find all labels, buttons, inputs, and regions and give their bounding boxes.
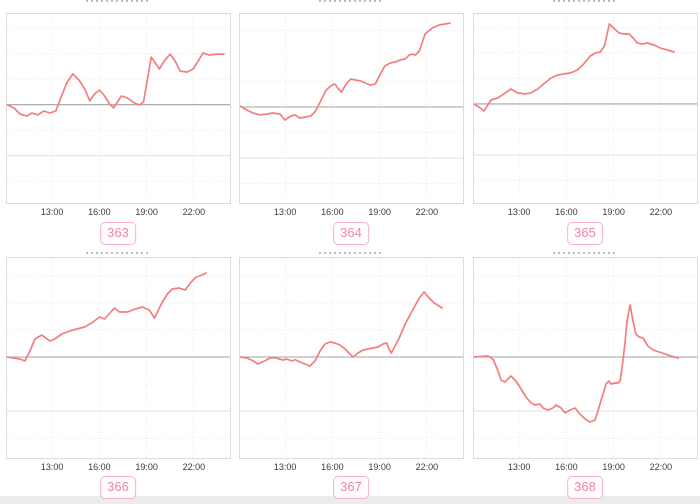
x-axis-tick-label: 22:00 bbox=[182, 462, 206, 472]
chart-panel: 13:00 16:00 19:00 22:00 363 bbox=[0, 0, 233, 250]
x-axis-tick-label: 13:00 bbox=[273, 207, 297, 217]
x-axis-tick-label: 22:00 bbox=[649, 207, 673, 217]
x-axis-tick-label: 13:00 bbox=[273, 462, 297, 472]
chart-id-badge-label: 366 bbox=[107, 479, 129, 494]
x-axis-tick-label: 19:00 bbox=[135, 207, 158, 217]
x-axis-tick-label: 13:00 bbox=[40, 207, 64, 217]
chart-panel: 13:00 16:00 19:00 22:00 364 bbox=[233, 0, 467, 250]
price-line-series bbox=[240, 291, 443, 367]
x-axis-tick-label: 19:00 bbox=[602, 207, 625, 217]
x-axis: 13:00 16:00 19:00 22:00 bbox=[233, 207, 467, 219]
chart-id-badge-label: 365 bbox=[574, 225, 596, 240]
x-axis-tick-label: 13:00 bbox=[507, 207, 531, 217]
x-axis-tick-label: 22:00 bbox=[182, 207, 206, 217]
chart-id-badge[interactable]: 368 bbox=[567, 476, 603, 499]
price-line-series bbox=[474, 304, 679, 423]
x-axis: 13:00 16:00 19:00 22:00 bbox=[233, 462, 467, 474]
chart-id-badge[interactable]: 366 bbox=[100, 476, 136, 499]
chart-id-badge[interactable]: 367 bbox=[333, 476, 369, 499]
x-axis-tick-label: 13:00 bbox=[507, 462, 531, 472]
chart-id-badge[interactable]: 363 bbox=[100, 222, 136, 245]
x-axis: 13:00 16:00 19:00 22:00 bbox=[467, 462, 700, 474]
line-chart-canvas bbox=[240, 258, 463, 458]
chart-panel: 13:00 16:00 19:00 22:00 367 bbox=[233, 250, 467, 504]
line-chart-canvas bbox=[474, 14, 697, 203]
chart-id-badge-label: 363 bbox=[107, 225, 129, 240]
x-axis-tick-label: 16:00 bbox=[555, 462, 578, 472]
chart-id-badge[interactable]: 364 bbox=[333, 222, 369, 245]
x-axis-tick-label: 13:00 bbox=[40, 462, 64, 472]
clipped-chart-title bbox=[86, 0, 150, 2]
chart-id-badge-label: 364 bbox=[340, 225, 362, 240]
price-line-series bbox=[240, 22, 451, 121]
x-axis-tick-label: 19:00 bbox=[602, 462, 625, 472]
line-chart-canvas bbox=[240, 14, 463, 203]
x-axis: 13:00 16:00 19:00 22:00 bbox=[0, 207, 233, 219]
clipped-chart-title bbox=[319, 0, 383, 2]
line-chart-canvas bbox=[7, 258, 230, 458]
x-axis-tick-label: 22:00 bbox=[415, 462, 439, 472]
x-axis: 13:00 16:00 19:00 22:00 bbox=[467, 207, 700, 219]
bottom-divider-strip bbox=[0, 496, 700, 504]
x-axis-tick-label: 19:00 bbox=[368, 462, 391, 472]
x-axis: 13:00 16:00 19:00 22:00 bbox=[0, 462, 233, 474]
chart-id-badge-label: 367 bbox=[340, 479, 362, 494]
x-axis-tick-label: 16:00 bbox=[555, 207, 578, 217]
clipped-chart-title bbox=[553, 0, 617, 2]
price-chart bbox=[239, 257, 464, 459]
chart-panel: 13:00 16:00 19:00 22:00 368 bbox=[467, 250, 700, 504]
chart-panel: 13:00 16:00 19:00 22:00 365 bbox=[467, 0, 700, 250]
clipped-chart-title bbox=[86, 252, 150, 254]
x-axis-tick-label: 16:00 bbox=[321, 462, 344, 472]
chart-id-badge-label: 368 bbox=[574, 479, 596, 494]
x-axis-tick-label: 19:00 bbox=[368, 207, 391, 217]
price-line-series bbox=[474, 23, 675, 112]
price-line-series bbox=[7, 272, 207, 362]
price-line-series bbox=[7, 52, 225, 117]
price-chart bbox=[473, 13, 698, 204]
price-chart bbox=[6, 257, 231, 459]
price-chart bbox=[239, 13, 464, 204]
price-chart bbox=[6, 13, 231, 204]
x-axis-tick-label: 22:00 bbox=[415, 207, 439, 217]
x-axis-tick-label: 16:00 bbox=[88, 462, 111, 472]
line-chart-canvas bbox=[474, 258, 697, 458]
clipped-chart-title bbox=[553, 252, 617, 254]
x-axis-tick-label: 22:00 bbox=[649, 462, 673, 472]
x-axis-tick-label: 16:00 bbox=[321, 207, 344, 217]
chart-id-badge[interactable]: 365 bbox=[567, 222, 603, 245]
x-axis-tick-label: 19:00 bbox=[135, 462, 158, 472]
line-chart-canvas bbox=[7, 14, 230, 203]
x-axis-tick-label: 16:00 bbox=[88, 207, 111, 217]
price-chart bbox=[473, 257, 698, 459]
chart-panel: 13:00 16:00 19:00 22:00 366 bbox=[0, 250, 233, 504]
clipped-chart-title bbox=[319, 252, 383, 254]
